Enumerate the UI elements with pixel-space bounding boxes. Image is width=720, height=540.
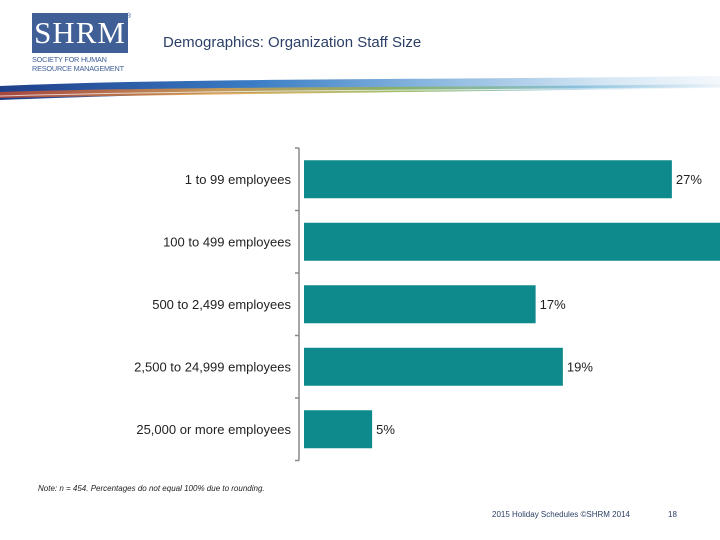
shrm-logo: SHRM ® Society for Human Resource Manage… (32, 13, 132, 75)
value-label: 5% (376, 422, 395, 437)
value-label: 17% (540, 297, 566, 312)
logo-wordmark: SHRM (32, 13, 128, 53)
chart-note: Note: n = 454. Percentages do not equal … (38, 484, 265, 493)
bar (304, 160, 672, 199)
staff-size-bar-chart: 1 to 99 employees 27% 100 to 499 employees… (134, 147, 720, 462)
bar (304, 410, 373, 449)
category-label: 25,000 or more employees (136, 422, 291, 437)
category-label: 500 to 2,499 employees (152, 297, 291, 312)
footer-text: 2015 Holiday Schedules ©SHRM 2014 (492, 510, 630, 519)
category-label: 100 to 499 employees (163, 234, 291, 249)
slide-title: Demographics: Organization Staff Size (163, 34, 422, 51)
category-label: 1 to 99 employees (185, 172, 292, 187)
value-label: 27% (676, 172, 702, 187)
bar (304, 222, 720, 261)
bar (304, 285, 536, 324)
page-number: 18 (668, 510, 677, 519)
logo-registered-mark: ® (126, 13, 132, 20)
value-label: 19% (567, 359, 593, 374)
decorative-banner (0, 76, 720, 100)
logo-subtitle: Society for Human Resource Management (32, 55, 124, 73)
bar (304, 347, 563, 386)
category-label: 2,500 to 24,999 employees (134, 359, 291, 374)
